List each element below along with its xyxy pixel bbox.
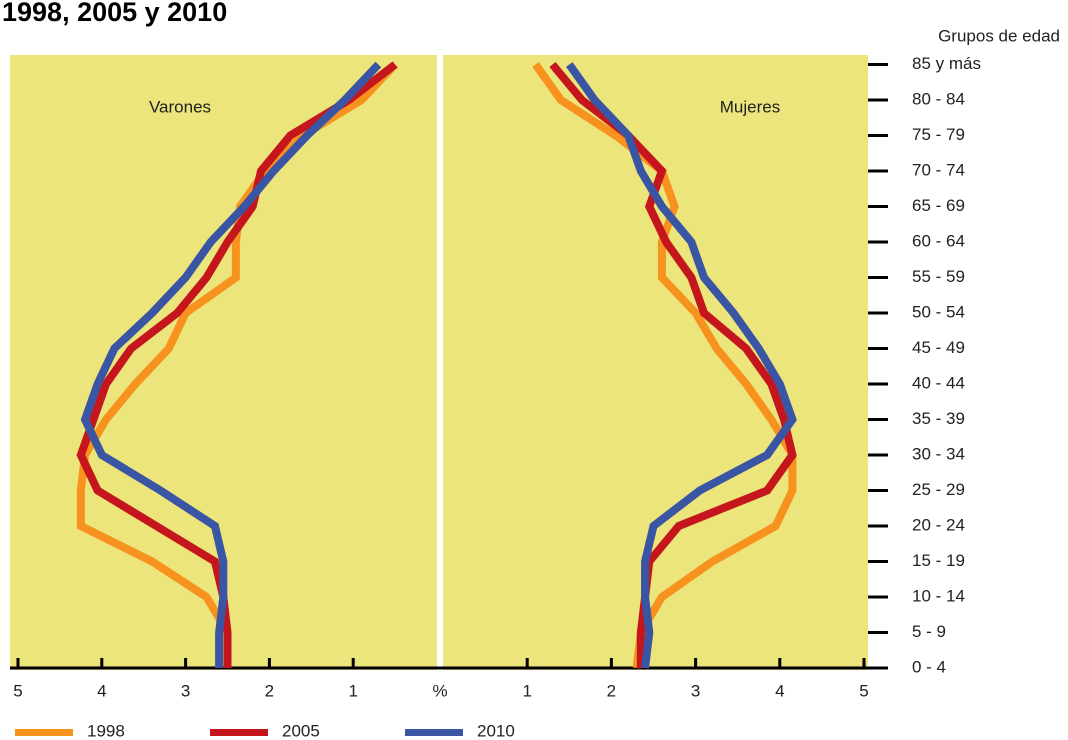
line-series bbox=[76, 61, 398, 668]
y-tick-label: 85 y más bbox=[912, 54, 981, 73]
y-tick-label: 35 - 39 bbox=[912, 409, 965, 428]
legend-label: 1998 bbox=[87, 721, 125, 740]
y-tick-label: 15 - 19 bbox=[912, 551, 965, 570]
y-tick-label: 60 - 64 bbox=[912, 231, 965, 250]
y-tick-label: 0 - 4 bbox=[912, 657, 946, 676]
x-tick-label: 2 bbox=[265, 681, 274, 700]
x-tick-label: 5 bbox=[13, 681, 22, 700]
line-series bbox=[76, 61, 399, 668]
y-tick-label: 65 - 69 bbox=[912, 196, 965, 215]
y-tick-label: 45 - 49 bbox=[912, 338, 965, 357]
y-tick-label: 80 - 84 bbox=[912, 89, 965, 108]
y-tick-label: 55 - 59 bbox=[912, 267, 965, 286]
panel-background bbox=[443, 55, 868, 670]
legend-label: 2005 bbox=[282, 721, 320, 740]
x-axis-label: % bbox=[432, 681, 447, 700]
x-tick-label: 1 bbox=[522, 681, 531, 700]
chart-title: 1998, 2005 y 2010 bbox=[2, 0, 227, 27]
panel-title: Mujeres bbox=[720, 97, 780, 116]
y-axis-label: Grupos de edad bbox=[938, 26, 1060, 45]
y-tick-label: 50 - 54 bbox=[912, 302, 965, 321]
legend-swatch bbox=[405, 729, 463, 736]
x-tick-label: 3 bbox=[181, 681, 190, 700]
panel-title: Varones bbox=[149, 97, 211, 116]
line-series bbox=[566, 62, 797, 669]
x-tick-label: 5 bbox=[859, 681, 868, 700]
x-tick-label: 4 bbox=[97, 681, 106, 700]
y-tick-label: 5 - 9 bbox=[912, 622, 946, 641]
y-tick-label: 10 - 14 bbox=[912, 586, 965, 605]
y-tick-label: 25 - 29 bbox=[912, 480, 965, 499]
legend-label: 2010 bbox=[477, 721, 515, 740]
y-tick-label: 30 - 34 bbox=[912, 444, 965, 463]
y-tick-label: 75 - 79 bbox=[912, 125, 965, 144]
y-tick-label: 70 - 74 bbox=[912, 160, 965, 179]
x-tick-label: 3 bbox=[691, 681, 700, 700]
y-tick-label: 20 - 24 bbox=[912, 515, 965, 534]
x-tick-label: 4 bbox=[775, 681, 784, 700]
x-tick-label: 1 bbox=[348, 681, 357, 700]
legend-swatch bbox=[210, 729, 268, 736]
line-series bbox=[80, 61, 382, 668]
x-tick-label: 2 bbox=[607, 681, 616, 700]
y-tick-label: 40 - 44 bbox=[912, 373, 965, 392]
legend-swatch bbox=[15, 729, 73, 736]
